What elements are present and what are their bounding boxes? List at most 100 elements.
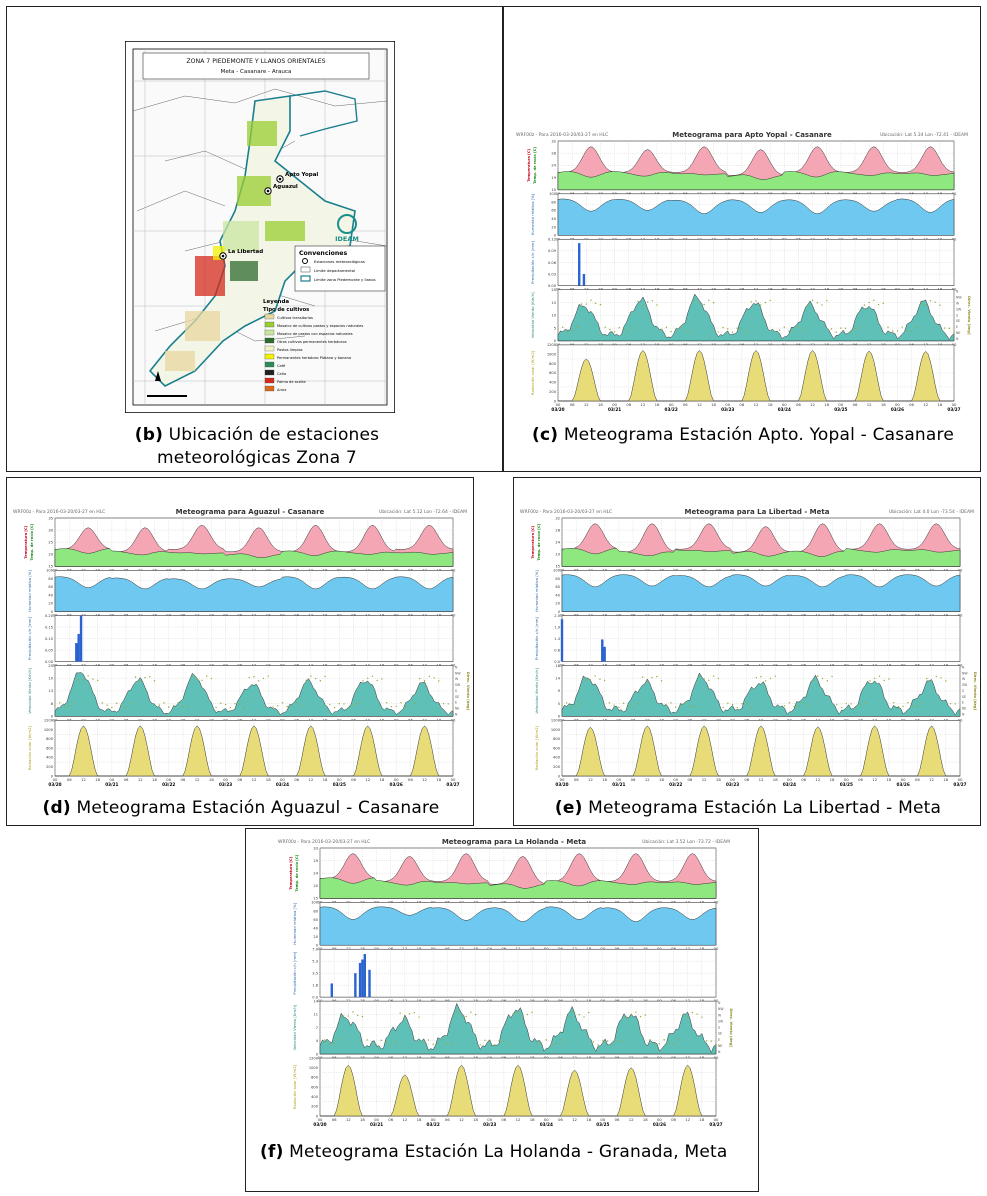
hour-tick-label: 06 [796, 287, 801, 292]
y-tick-label: 32 [551, 139, 556, 143]
hour-tick-label: 12 [516, 1055, 521, 1060]
y-tick-label: 0.06 [548, 261, 557, 265]
hour-tick-label: 12 [308, 663, 313, 668]
hour-tick-label: 06 [388, 998, 393, 1003]
wind-direction-point [452, 706, 454, 709]
caption-f: (f) Meteograma Estación La Holanda - Gra… [256, 1141, 750, 1164]
compass-label: SE [718, 1032, 722, 1036]
y-tick-label: 20 [48, 602, 53, 606]
hour-tick-label: 06 [858, 663, 863, 668]
wind-direction-point [935, 675, 938, 678]
hour-tick-label: 18 [266, 613, 271, 618]
hour-tick-label: 00 [838, 402, 843, 407]
hour-tick-label: 12 [697, 402, 702, 407]
zona7-map-figure: ZONA 7 PIEDEMONTE Y LLANOS ORIENTALES Met… [124, 40, 396, 414]
wind-direction-point [940, 677, 942, 679]
hour-tick-label: 18 [436, 613, 441, 618]
compass-label: W [455, 677, 459, 681]
wind-direction-point [338, 702, 340, 705]
wind-direction-point [413, 1011, 415, 1014]
hour-tick-label: 00 [730, 613, 735, 618]
wind-direction-point [395, 705, 397, 708]
hour-tick-label: 06 [915, 717, 920, 722]
hour-tick-label: 06 [181, 663, 186, 668]
hour-tick-label: 18 [598, 236, 603, 241]
wind-direction-point [432, 1043, 434, 1046]
wind-direction-point [874, 677, 876, 680]
winddir-ylabel: Direc. Viento [deg] [967, 296, 971, 335]
date-tick-label: 03/23 [721, 407, 734, 412]
wind-direction-point [618, 706, 620, 709]
y-tick-label: 100 [549, 192, 557, 196]
hour-tick-label: 12 [929, 567, 934, 572]
hour-tick-label: 06 [858, 613, 863, 618]
hour-tick-label: 12 [459, 998, 464, 1003]
y-tick-label: 600 [553, 746, 561, 750]
hour-tick-label: 06 [388, 1117, 393, 1122]
north-arrow-icon [155, 371, 161, 381]
hour-tick-label: 00 [280, 567, 285, 572]
convenciones-item: Límite departamental [314, 268, 355, 273]
hour-tick-label: 06 [631, 717, 636, 722]
wind-direction-point [446, 1043, 448, 1045]
hour-tick-label: 18 [598, 342, 603, 347]
y-tick-label: 0.12 [548, 238, 556, 242]
hour-tick-label: 00 [337, 613, 342, 618]
y-tick-label: 5 [554, 326, 556, 330]
wind-direction-point [622, 702, 625, 704]
humidity-area [557, 198, 955, 236]
hour-tick-label: 00 [318, 899, 323, 904]
wind-direction-point [571, 329, 573, 332]
compass-label: SE [455, 695, 459, 699]
hour-tick-label: 00 [958, 777, 963, 782]
wind-direction-point [778, 329, 781, 331]
wind-direction-point [698, 302, 701, 305]
hour-tick-label: 12 [929, 663, 934, 668]
compass-label: SW [956, 307, 962, 311]
hour-tick-label: 12 [81, 567, 86, 572]
y-tick-label: 0.09 [548, 249, 557, 253]
hour-tick-label: 06 [570, 191, 575, 196]
hour-tick-label: 00 [787, 777, 792, 782]
meteogram-header-left: WRF00z - Para 2016-03-20/03-27 en HLC [278, 839, 370, 845]
wind-direction-point [394, 1040, 397, 1042]
wind-direction-point [902, 705, 904, 708]
hour-tick-label: 06 [615, 899, 620, 904]
hour-tick-label: 06 [181, 613, 186, 618]
station-marker-dot [278, 177, 282, 181]
compass-label: NW [718, 1007, 724, 1011]
hour-tick-label: 12 [872, 663, 877, 668]
wind-direction-point [437, 1042, 439, 1044]
hour-tick-label: 00 [952, 191, 957, 196]
hour-tick-label: 06 [801, 777, 806, 782]
wind-direction-point [783, 705, 786, 707]
rh-ylabel: Humedad relativa [%] [27, 570, 32, 612]
leyenda-item: Cultivos transitorios [277, 316, 313, 320]
hour-tick-label: 12 [640, 342, 645, 347]
meteogram-title: Meteograma para La Holanda - Meta [442, 838, 587, 846]
hour-tick-label: 18 [768, 402, 773, 407]
hour-tick-label: 12 [195, 717, 200, 722]
wind-speed-area [561, 672, 961, 717]
hour-tick-label: 18 [152, 717, 157, 722]
wind-direction-point [649, 1039, 651, 1041]
precip-bar [330, 983, 333, 998]
hour-tick-label: 18 [711, 342, 716, 347]
wind-direction-point [855, 706, 857, 709]
wind-direction-point [77, 679, 80, 681]
wind-direction-point [158, 704, 160, 706]
wind-direction-point [668, 1042, 670, 1044]
y-tick-label: 28 [555, 528, 560, 532]
wind-direction-point [623, 328, 625, 330]
hour-tick-label: 12 [759, 567, 764, 572]
precip-ylabel: Precipitación c/h [mm] [530, 241, 535, 284]
hour-tick-label: 00 [544, 899, 549, 904]
y-tick-label: 0 [51, 774, 54, 778]
wind-direction-point [295, 701, 298, 704]
hour-tick-label: 12 [685, 946, 690, 951]
hour-tick-label: 00 [166, 567, 171, 572]
wind-direction-point [849, 331, 851, 333]
wind-direction-point [310, 675, 312, 677]
hour-tick-label: 00 [787, 663, 792, 668]
wind-direction-point [215, 706, 217, 709]
